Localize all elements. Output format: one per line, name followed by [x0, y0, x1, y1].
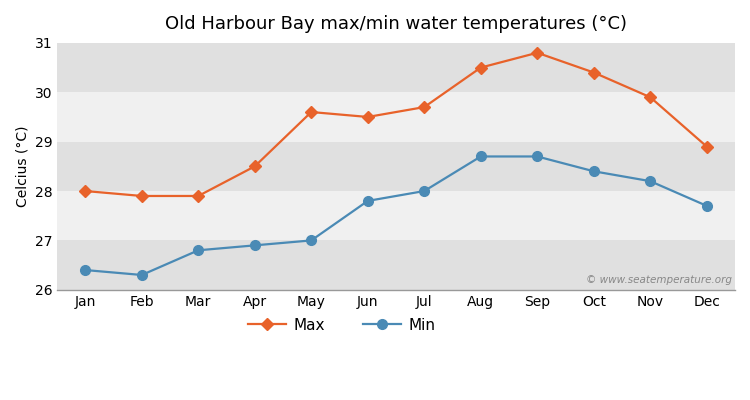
Bar	[57, 240, 735, 290]
Text: © www.seatemperature.org: © www.seatemperature.org	[586, 275, 731, 285]
Y-axis label: Celcius (°C): Celcius (°C)	[15, 126, 29, 207]
Bar	[57, 191, 735, 240]
Bar	[57, 43, 735, 92]
Bar	[57, 142, 735, 191]
Title: Old Harbour Bay max/min water temperatures (°C): Old Harbour Bay max/min water temperatur…	[165, 15, 627, 33]
Legend: Max, Min: Max, Min	[242, 312, 442, 339]
Bar	[57, 92, 735, 142]
